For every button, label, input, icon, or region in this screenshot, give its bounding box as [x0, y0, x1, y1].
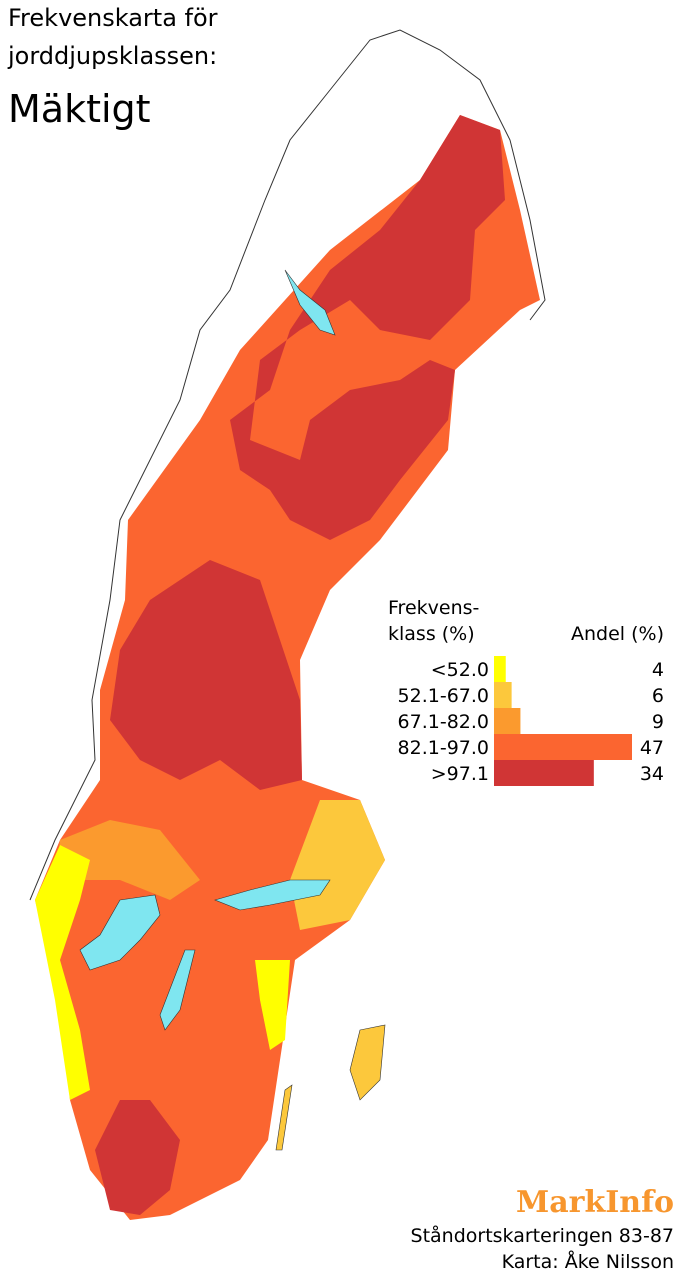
legend-header: Andel (%) [571, 623, 664, 645]
share-value: 34 [640, 763, 664, 785]
subtitle: Mäktigt [8, 87, 151, 131]
share-bar [494, 708, 521, 734]
lake-malaren [214, 879, 331, 911]
legend-header: Frekvens- [388, 597, 479, 619]
map [29, 29, 546, 1220]
share-value: 4 [652, 659, 664, 681]
brand: MarkInfo [516, 1185, 674, 1220]
class-label: 82.1-97.0 [398, 737, 489, 759]
legend: Frekvens- klass (%) Andel (%) <52.0 4 52.1… [388, 597, 664, 786]
class-label: 67.1-82.0 [398, 711, 489, 733]
credit: Karta: Åke Nilsson [502, 1250, 674, 1273]
share-value: 9 [652, 711, 664, 733]
share-bar [494, 656, 506, 682]
share-bar [494, 760, 594, 786]
legend-header: klass (%) [388, 623, 475, 645]
class-label: <52.0 [431, 659, 489, 681]
share-bar [494, 682, 512, 708]
lightorange-east [290, 800, 385, 930]
red-north [230, 115, 505, 540]
oland [275, 1084, 293, 1151]
share-bar [494, 734, 632, 760]
title-line: jorddjupsklassen: [7, 42, 217, 70]
share-value: 47 [640, 737, 664, 759]
title-line: Frekvenskarta för [8, 4, 218, 32]
yellow-east [255, 960, 290, 1050]
class-label: >97.1 [431, 763, 489, 785]
lake-vanern [79, 894, 161, 971]
lake-vattern [159, 949, 196, 1031]
lake-north [284, 269, 336, 336]
class-label: 52.1-67.0 [398, 685, 489, 707]
red-south [95, 1100, 180, 1215]
gotland [349, 1024, 386, 1101]
yellow-west [35, 845, 90, 1100]
lightorange-south [55, 820, 200, 900]
norway-outline [29, 29, 546, 901]
red-middle [110, 560, 302, 790]
share-value: 6 [652, 685, 664, 707]
source: Ståndortskarteringen 83-87 [411, 1224, 674, 1247]
